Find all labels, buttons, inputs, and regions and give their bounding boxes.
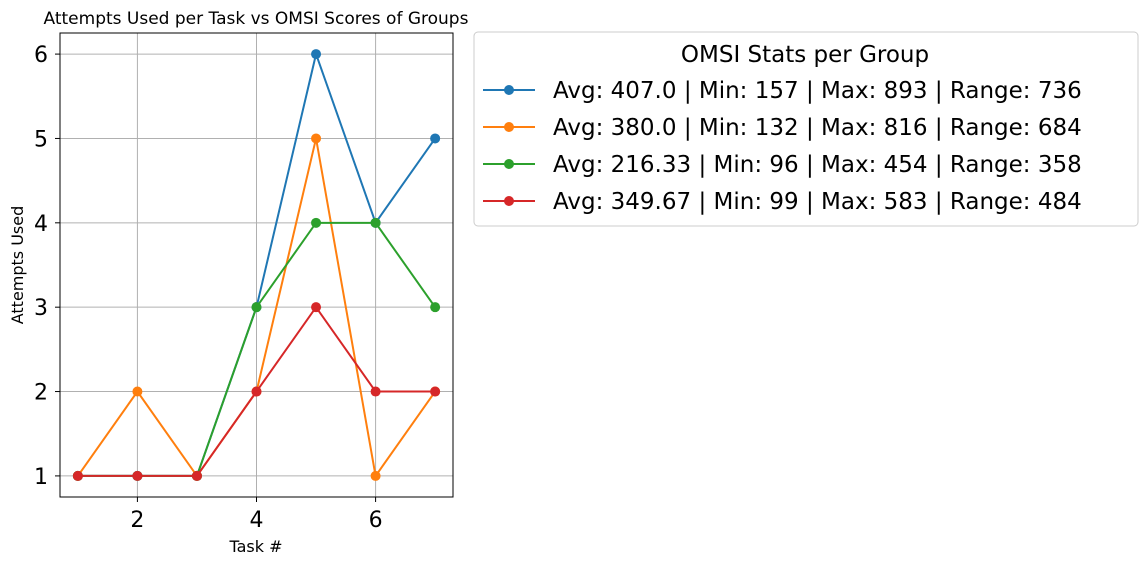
chart-title: Attempts Used per Task vs OMSI Scores of… [44,9,469,29]
data-point [311,217,322,228]
y-tick-label: 3 [34,296,48,321]
legend-marker [504,159,514,169]
legend-marker [504,122,514,132]
legend-label: Avg: 407.0 | Min: 157 | Max: 893 | Range… [553,78,1082,104]
data-point [132,386,143,397]
series-4 [72,302,441,481]
x-axis-label: Task # [228,537,282,556]
grid-lines [60,33,453,497]
legend-label: Avg: 349.67 | Min: 99 | Max: 583 | Range… [553,189,1082,215]
y-tick-label: 5 [34,127,48,152]
data-point [191,470,202,481]
legend-item-4: Avg: 349.67 | Min: 99 | Max: 583 | Range… [483,189,1082,215]
data-point [430,133,441,144]
y-tick-label: 4 [34,212,48,237]
legend: OMSI Stats per Group Avg: 407.0 | Min: 1… [473,31,1139,227]
legend-label: Avg: 216.33 | Min: 96 | Max: 454 | Range… [553,152,1082,178]
data-point [251,386,262,397]
legend-item-2: Avg: 380.0 | Min: 132 | Max: 816 | Range… [483,115,1082,141]
legend-marker [504,196,514,206]
data-point [370,470,381,481]
x-tick-label: 6 [369,508,383,533]
x-tick-label: 2 [130,508,144,533]
data-point [251,302,262,313]
legend-item-3: Avg: 216.33 | Min: 96 | Max: 454 | Range… [483,152,1082,178]
legend-title: OMSI Stats per Group [681,42,929,68]
x-tick-label: 4 [250,508,264,533]
series-group [72,49,441,481]
data-point [72,470,83,481]
data-point [370,386,381,397]
data-point [311,302,322,313]
legend-item-1: Avg: 407.0 | Min: 157 | Max: 893 | Range… [483,78,1082,104]
y-tick-label: 6 [34,43,48,68]
data-point [311,49,322,60]
data-point [430,302,441,313]
y-tick-label: 1 [34,465,48,490]
y-axis-label: Attempts Used [8,206,27,325]
legend-marker [504,85,514,95]
data-point [370,217,381,228]
legend-label: Avg: 380.0 | Min: 132 | Max: 816 | Range… [553,115,1082,141]
data-point [132,470,143,481]
axis-ticks: 2 4 6 1 2 3 4 5 6 [34,43,383,533]
data-point [430,386,441,397]
data-point [311,133,322,144]
y-tick-label: 2 [34,381,48,406]
legend-box [473,31,1139,227]
